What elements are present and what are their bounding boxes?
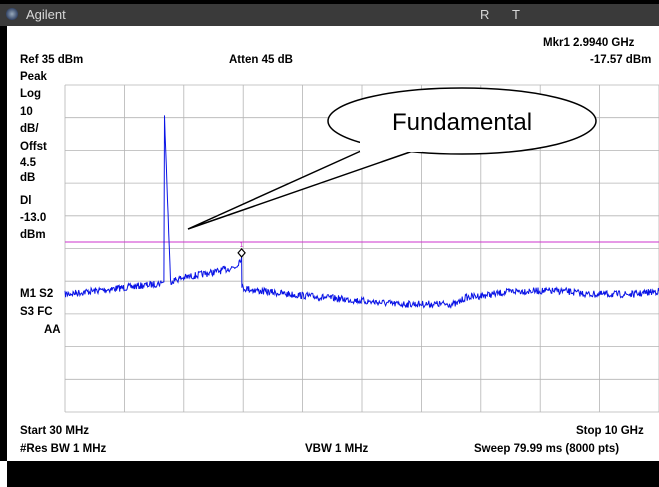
video-bandwidth: VBW 1 MHz [305, 443, 369, 455]
callout-pointer [187, 145, 414, 230]
trigger-indicator: T [512, 7, 520, 22]
marker-diamond-icon [237, 247, 246, 258]
attenuation: Atten 45 dB [229, 54, 293, 66]
sweep-time: Sweep 79.99 ms (8000 pts) [474, 443, 620, 455]
status-bar [0, 461, 659, 487]
display-line-value: -13.0 [20, 212, 47, 224]
callout-text: Fundamental [392, 109, 532, 136]
callout-join [360, 140, 422, 152]
scale-unit-label: dB/ [20, 123, 39, 135]
offset-unit: dB [20, 172, 36, 184]
agilent-logo-icon [6, 8, 18, 20]
scale-value-label: 10 [20, 106, 33, 118]
trace-status-row2: S3 FC [20, 306, 53, 318]
callout-bubble [327, 87, 597, 155]
app-name: Agilent [26, 7, 66, 22]
marker-number: 1 [240, 242, 244, 249]
start-frequency: Start 30 MHz [20, 425, 90, 437]
fundamental-callout: Fundamental [187, 87, 597, 230]
status-bar-edge [0, 461, 7, 487]
offset-value: 4.5 [20, 157, 36, 169]
resolution-bandwidth: #Res BW 1 MHz [20, 443, 107, 455]
remote-indicator: R [480, 7, 490, 22]
detector-label: Peak [20, 71, 47, 83]
title-bar: Agilent R T [0, 4, 659, 26]
display-line-label: Dl [20, 195, 32, 207]
marker-readout-value: -17.57 dBm [590, 54, 652, 66]
scale-type-label: Log [20, 88, 42, 100]
ref-level: Ref 35 dBm [20, 54, 84, 66]
spectrum-trace [64, 115, 659, 309]
display-line-unit: dBm [20, 229, 46, 241]
stop-frequency: Stop 10 GHz [576, 425, 644, 437]
marker-readout-label: Mkr1 2.9940 GHz [543, 37, 635, 49]
trace-status-row1: M1 S2 [20, 288, 54, 300]
offset-label: Offst [20, 141, 47, 153]
trace-status-row3: AA [44, 324, 61, 336]
